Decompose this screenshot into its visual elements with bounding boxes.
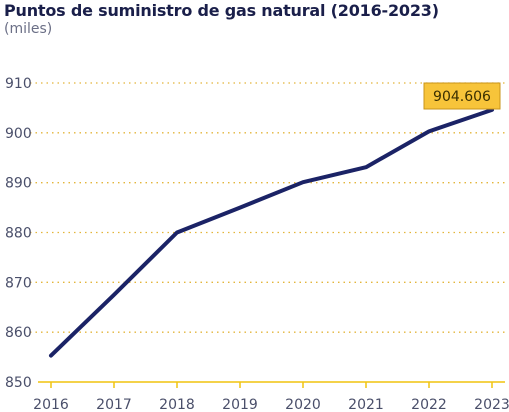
x-axis: 2016 2017 2018 2019 2020 2021 2022 2023 [33, 381, 509, 412]
y-tick-label: 860 [5, 325, 32, 341]
x-tick-label: 2022 [411, 397, 447, 412]
y-tick-label: 870 [5, 275, 32, 291]
chart-title: Puntos de suministro de gas natural (201… [4, 1, 439, 20]
y-tick-label: 890 [5, 176, 32, 192]
y-tick-label: 850 [5, 375, 32, 391]
callout-box [423, 82, 501, 110]
x-tick-label: 2016 [33, 397, 69, 412]
x-tick-label: 2019 [222, 397, 258, 412]
y-tick-label: 880 [5, 226, 32, 242]
y-tick-label: 900 [5, 126, 32, 142]
x-tick-label: 2020 [285, 397, 321, 412]
x-tick-label: 2023 [474, 397, 509, 412]
x-tick-label: 2021 [348, 397, 384, 412]
value-callout: 904.606 [423, 82, 501, 110]
callout-label: 904.606 [433, 89, 491, 105]
y-tick-label: 910 [5, 76, 32, 92]
x-tick-label: 2018 [159, 397, 195, 412]
y-axis-ticks: 850 860 870 880 890 900 910 [5, 76, 32, 391]
series-line-group [49, 107, 494, 358]
series-line [49, 107, 494, 358]
gridlines [30, 82, 505, 333]
x-tick-label: 2017 [96, 397, 132, 412]
chart-subtitle: (miles) [4, 21, 53, 37]
